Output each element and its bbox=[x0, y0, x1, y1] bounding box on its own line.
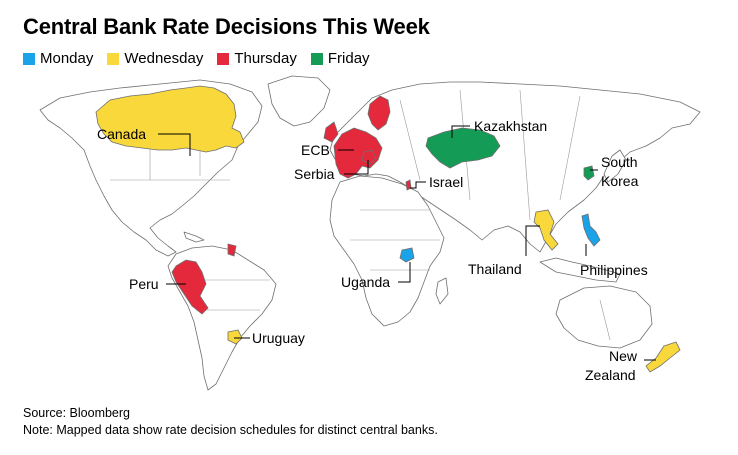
legend-label-wednesday: Wednesday bbox=[124, 50, 204, 67]
label-new-zealand-line2: Zealand bbox=[585, 367, 636, 383]
label-south-korea-line1: South bbox=[601, 154, 638, 170]
label-uganda: Uganda bbox=[341, 274, 390, 290]
land-madagascar bbox=[435, 277, 449, 305]
leader-kazakhstan bbox=[451, 125, 470, 138]
legend-swatch-friday bbox=[310, 52, 323, 65]
label-thailand: Thailand bbox=[468, 261, 522, 277]
region-philippines bbox=[581, 213, 601, 247]
region-serbia bbox=[361, 149, 377, 165]
leader-uganda bbox=[398, 262, 411, 283]
region-new-zealand bbox=[645, 341, 681, 373]
region-thailand bbox=[533, 209, 559, 251]
source-text: Source: Bloomberg bbox=[23, 406, 131, 420]
label-serbia: Serbia bbox=[294, 166, 335, 182]
leader-serbia bbox=[344, 160, 369, 175]
label-philippines: Philippines bbox=[580, 262, 648, 278]
land-indonesia bbox=[539, 257, 621, 283]
region-ecb bbox=[333, 127, 383, 179]
label-south-korea-line2: Korea bbox=[601, 173, 639, 189]
legend-item-monday: Monday bbox=[23, 50, 93, 67]
label-ecb: ECB bbox=[301, 142, 330, 158]
leader-canada bbox=[158, 133, 191, 156]
legend-swatch-thursday bbox=[217, 52, 230, 65]
legend-item-wednesday: Wednesday bbox=[107, 50, 203, 67]
region-scandinavia bbox=[367, 95, 391, 131]
region-uk bbox=[323, 121, 339, 143]
land-africa bbox=[329, 175, 445, 327]
legend-swatch-monday bbox=[23, 52, 35, 65]
leader-thailand bbox=[525, 225, 540, 256]
label-canada: Canada bbox=[97, 126, 146, 142]
legend-label-thursday: Thursday bbox=[234, 50, 297, 67]
note-text: Note: Mapped data show rate decision sch… bbox=[23, 423, 438, 437]
region-canada bbox=[95, 85, 245, 153]
world-map: Canada Peru Uruguay ECB Serbia Israel Ka… bbox=[39, 75, 701, 391]
label-new-zealand-line1: New bbox=[609, 348, 638, 364]
land-greenland bbox=[267, 75, 331, 127]
land-japan bbox=[603, 149, 627, 183]
region-suriname bbox=[227, 243, 237, 257]
legend-label-monday: Monday bbox=[40, 50, 94, 67]
label-peru: Peru bbox=[129, 276, 159, 292]
land-caribbean bbox=[183, 231, 205, 243]
label-kazakhstan: Kazakhstan bbox=[474, 118, 547, 134]
label-israel: Israel bbox=[429, 174, 463, 190]
legend-swatch-wednesday bbox=[107, 52, 120, 65]
legend: Monday Wednesday Thursday Friday bbox=[23, 50, 370, 67]
legend-item-friday: Friday bbox=[310, 50, 370, 67]
region-peru bbox=[171, 259, 209, 315]
legend-item-thursday: Thursday bbox=[217, 50, 297, 67]
label-uruguay: Uruguay bbox=[252, 330, 305, 346]
region-uruguay bbox=[227, 329, 243, 345]
chart-title: Central Bank Rate Decisions This Week bbox=[23, 14, 430, 39]
footer: Source: Bloomberg Note: Mapped data show… bbox=[23, 405, 438, 439]
region-kazakhstan bbox=[425, 127, 501, 169]
region-uganda bbox=[399, 247, 415, 263]
legend-label-friday: Friday bbox=[327, 50, 370, 67]
leader-israel bbox=[410, 181, 426, 189]
